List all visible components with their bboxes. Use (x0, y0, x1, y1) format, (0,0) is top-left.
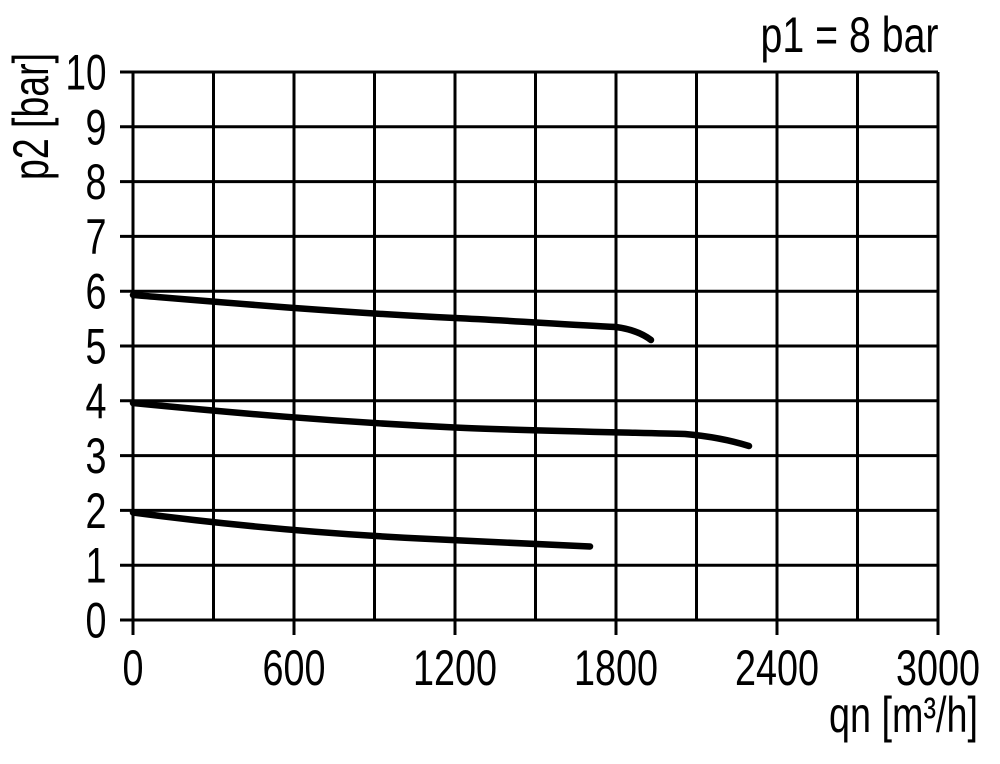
svg-text:p2 [bar]: p2 [bar] (3, 53, 59, 180)
svg-text:0: 0 (123, 640, 144, 696)
svg-text:1: 1 (86, 538, 107, 594)
svg-text:7: 7 (86, 209, 107, 265)
svg-text:3000: 3000 (896, 640, 980, 696)
svg-text:8: 8 (86, 154, 107, 210)
svg-text:9: 9 (86, 99, 107, 155)
svg-text:6: 6 (86, 264, 107, 320)
svg-text:p1 = 8 bar: p1 = 8 bar (761, 7, 939, 63)
svg-text:0: 0 (86, 593, 107, 649)
svg-text:5: 5 (86, 319, 107, 375)
svg-text:10: 10 (66, 45, 107, 101)
svg-text:1200: 1200 (413, 640, 497, 696)
svg-text:2: 2 (86, 483, 107, 539)
svg-text:600: 600 (263, 640, 326, 696)
svg-text:3: 3 (86, 428, 107, 484)
svg-text:qn [m³/h]: qn [m³/h] (829, 687, 978, 743)
svg-text:1800: 1800 (574, 640, 658, 696)
svg-text:2400: 2400 (735, 640, 819, 696)
svg-text:4: 4 (86, 373, 107, 429)
